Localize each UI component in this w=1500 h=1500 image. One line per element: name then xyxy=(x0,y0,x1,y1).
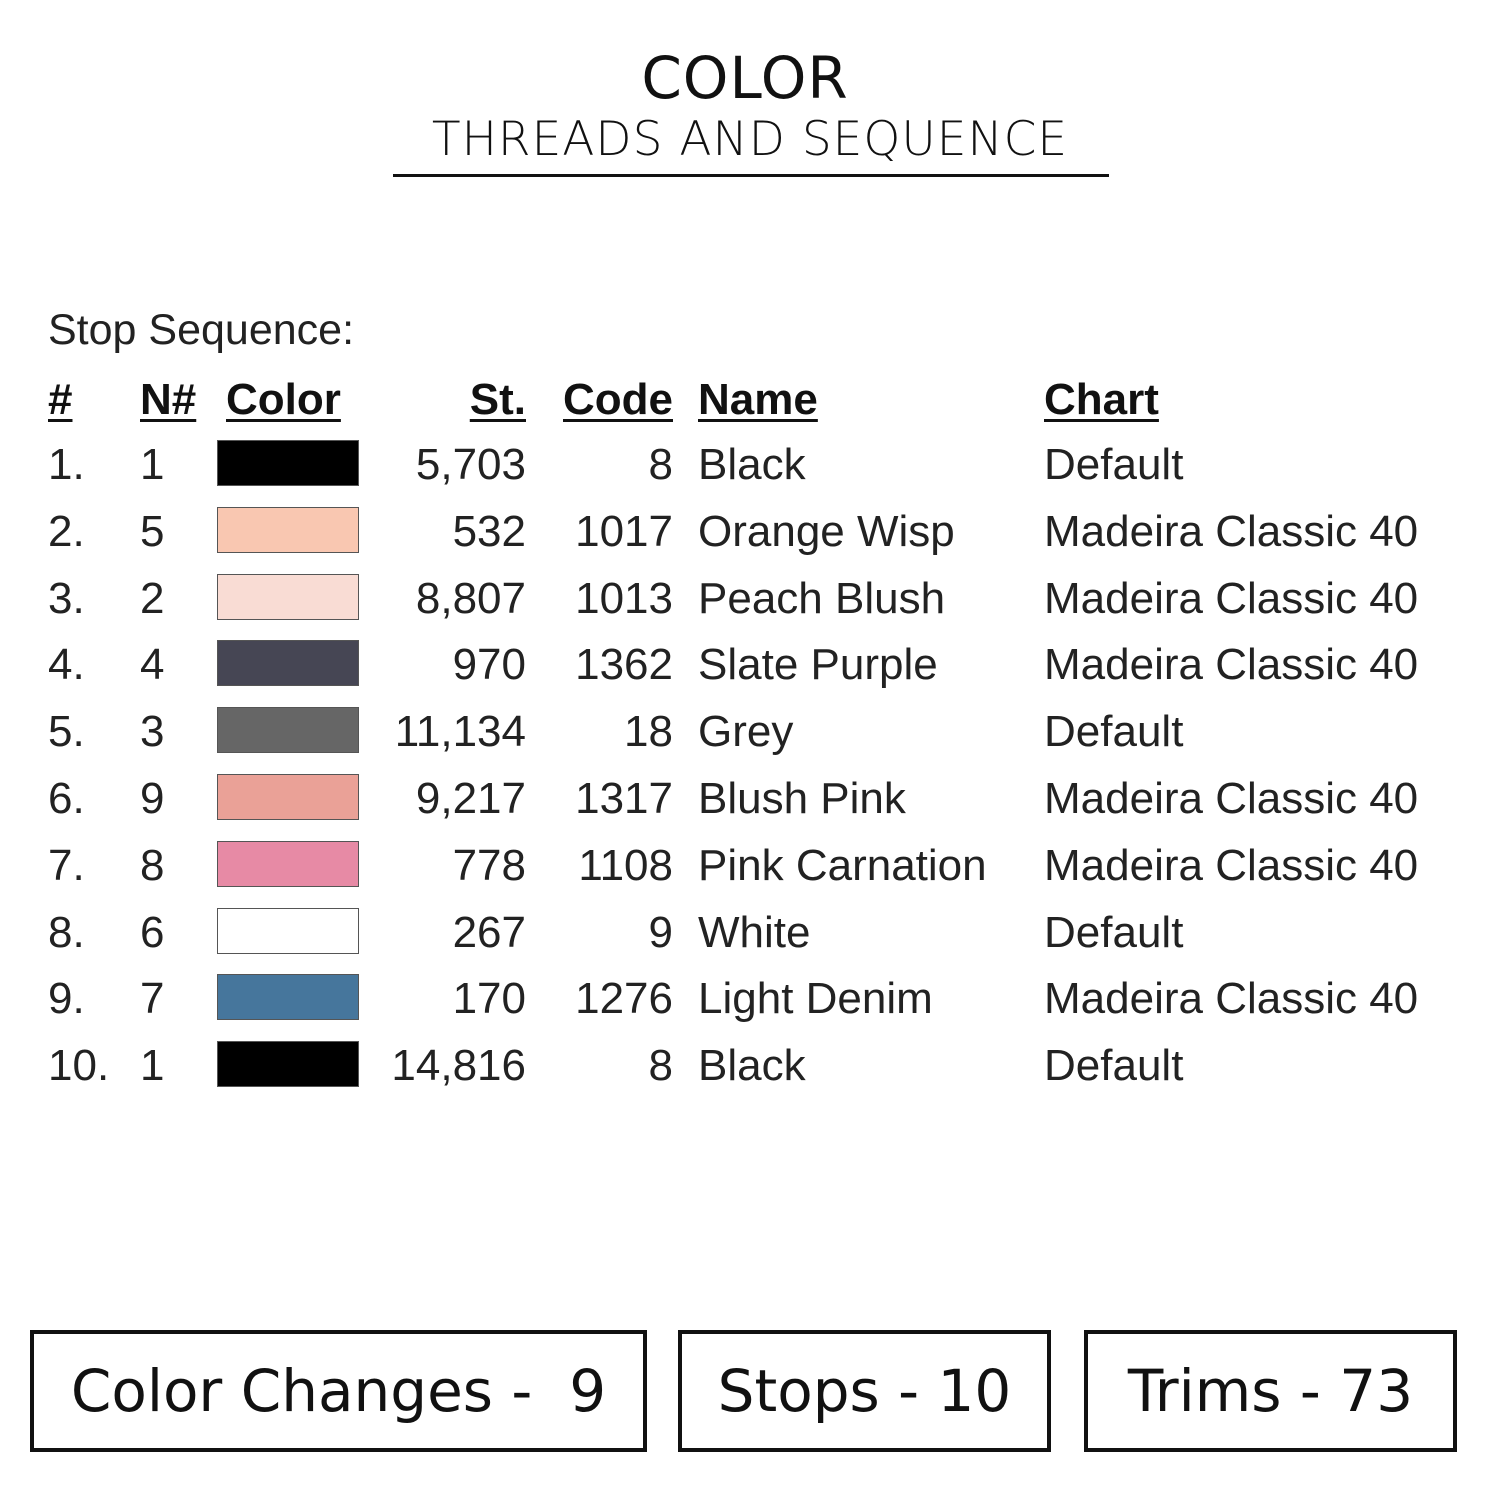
cell-num: 8. xyxy=(48,907,85,957)
cell-num: 7. xyxy=(48,840,85,890)
cell-stitches: 778 xyxy=(452,840,526,890)
header-name: Name xyxy=(698,375,818,424)
cell-chart: Madeira Classic 40 xyxy=(1044,640,1419,690)
cell-stitches: 532 xyxy=(452,506,526,556)
cell-chart: Madeira Classic 40 xyxy=(1044,840,1419,890)
color-swatch xyxy=(217,506,359,553)
color-swatch xyxy=(217,1041,359,1088)
title-divider xyxy=(393,174,1109,177)
cell-name: Blush Pink xyxy=(698,774,906,823)
cell-needle: 7 xyxy=(140,974,165,1024)
cell-code: 18 xyxy=(624,707,673,757)
color-swatch xyxy=(217,573,359,620)
cell-name: Pink Carnation xyxy=(698,840,987,890)
cell-name: Grey xyxy=(698,707,794,757)
cell-needle: 8 xyxy=(140,840,165,890)
cell-chart: Madeira Classic 40 xyxy=(1044,506,1419,556)
cell-chart: Default xyxy=(1044,1041,1184,1091)
cell-needle: 9 xyxy=(140,774,165,823)
cell-code: 8 xyxy=(648,1041,673,1091)
cell-chart: Madeira Classic 40 xyxy=(1044,573,1419,623)
cell-stitches: 9,217 xyxy=(415,774,526,823)
cell-num: 4. xyxy=(48,640,85,690)
color-swatch xyxy=(217,840,359,887)
page-title: COLOR xyxy=(641,44,849,112)
header-needle: N# xyxy=(140,375,197,424)
color-swatch xyxy=(217,640,359,687)
color-swatch xyxy=(217,707,359,754)
cell-name: Light Denim xyxy=(698,974,933,1024)
cell-stitches: 170 xyxy=(452,974,526,1024)
cell-name: Black xyxy=(698,440,806,489)
cell-num: 6. xyxy=(48,774,85,823)
cell-num: 9. xyxy=(48,974,85,1024)
trims-box: Trims - 73 xyxy=(1084,1330,1457,1452)
cell-needle: 1 xyxy=(140,440,165,489)
cell-name: White xyxy=(698,907,811,957)
cell-name: Orange Wisp xyxy=(698,506,955,556)
color-changes-box: Color Changes - 9 xyxy=(30,1330,647,1452)
cell-code: 1013 xyxy=(575,573,673,623)
cell-stitches: 14,816 xyxy=(391,1041,526,1091)
cell-stitches: 267 xyxy=(452,907,526,957)
cell-code: 1017 xyxy=(575,506,673,556)
header-stitches: St. xyxy=(469,375,526,424)
page-subtitle: THREADS AND SEQUENCE xyxy=(431,112,1069,167)
cell-num: 1. xyxy=(48,440,85,489)
cell-stitches: 11,134 xyxy=(394,707,526,757)
cell-num: 2. xyxy=(48,506,85,556)
cell-num: 10. xyxy=(48,1041,110,1091)
color-swatch xyxy=(217,774,359,820)
cell-chart: Default xyxy=(1044,907,1184,957)
cell-code: 8 xyxy=(648,440,673,489)
cell-code: 1362 xyxy=(575,640,673,690)
cell-name: Black xyxy=(698,1041,806,1091)
header-code: Code xyxy=(563,375,673,424)
cell-needle: 6 xyxy=(140,907,165,957)
cell-code: 1317 xyxy=(575,774,673,823)
cell-needle: 4 xyxy=(140,640,165,690)
cell-stitches: 8,807 xyxy=(415,573,526,623)
cell-code: 9 xyxy=(648,907,673,957)
header-chart: Chart xyxy=(1044,375,1159,424)
cell-code: 1276 xyxy=(575,974,673,1024)
cell-chart: Default xyxy=(1044,707,1184,757)
cell-chart: Madeira Classic 40 xyxy=(1044,774,1419,823)
cell-needle: 1 xyxy=(140,1041,165,1091)
cell-needle: 2 xyxy=(140,573,165,623)
cell-code: 1108 xyxy=(578,840,673,890)
stops-box: Stops - 10 xyxy=(678,1330,1051,1452)
cell-num: 5. xyxy=(48,707,85,757)
header-num: # xyxy=(48,375,73,424)
color-swatch xyxy=(217,440,359,486)
cell-chart: Default xyxy=(1044,440,1184,489)
cell-stitches: 5,703 xyxy=(415,440,526,489)
cell-name: Peach Blush xyxy=(698,573,946,623)
color-swatch xyxy=(217,974,359,1021)
header-color: Color xyxy=(226,375,341,424)
stop-sequence-label: Stop Sequence: xyxy=(48,306,355,354)
cell-num: 3. xyxy=(48,573,85,623)
cell-needle: 3 xyxy=(140,707,165,757)
color-swatch xyxy=(217,907,359,954)
cell-chart: Madeira Classic 40 xyxy=(1044,974,1419,1024)
cell-needle: 5 xyxy=(140,506,165,556)
cell-stitches: 970 xyxy=(452,640,526,690)
cell-name: Slate Purple xyxy=(698,640,938,690)
